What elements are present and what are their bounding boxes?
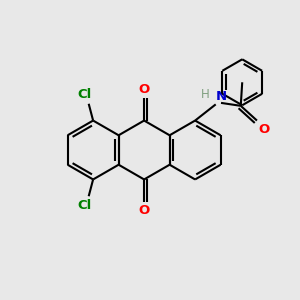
Text: H: H bbox=[200, 88, 209, 101]
Text: O: O bbox=[139, 83, 150, 96]
Text: Cl: Cl bbox=[77, 199, 92, 212]
Text: O: O bbox=[139, 204, 150, 217]
Text: O: O bbox=[258, 123, 270, 136]
Text: Cl: Cl bbox=[77, 88, 92, 101]
Text: N: N bbox=[216, 90, 227, 103]
